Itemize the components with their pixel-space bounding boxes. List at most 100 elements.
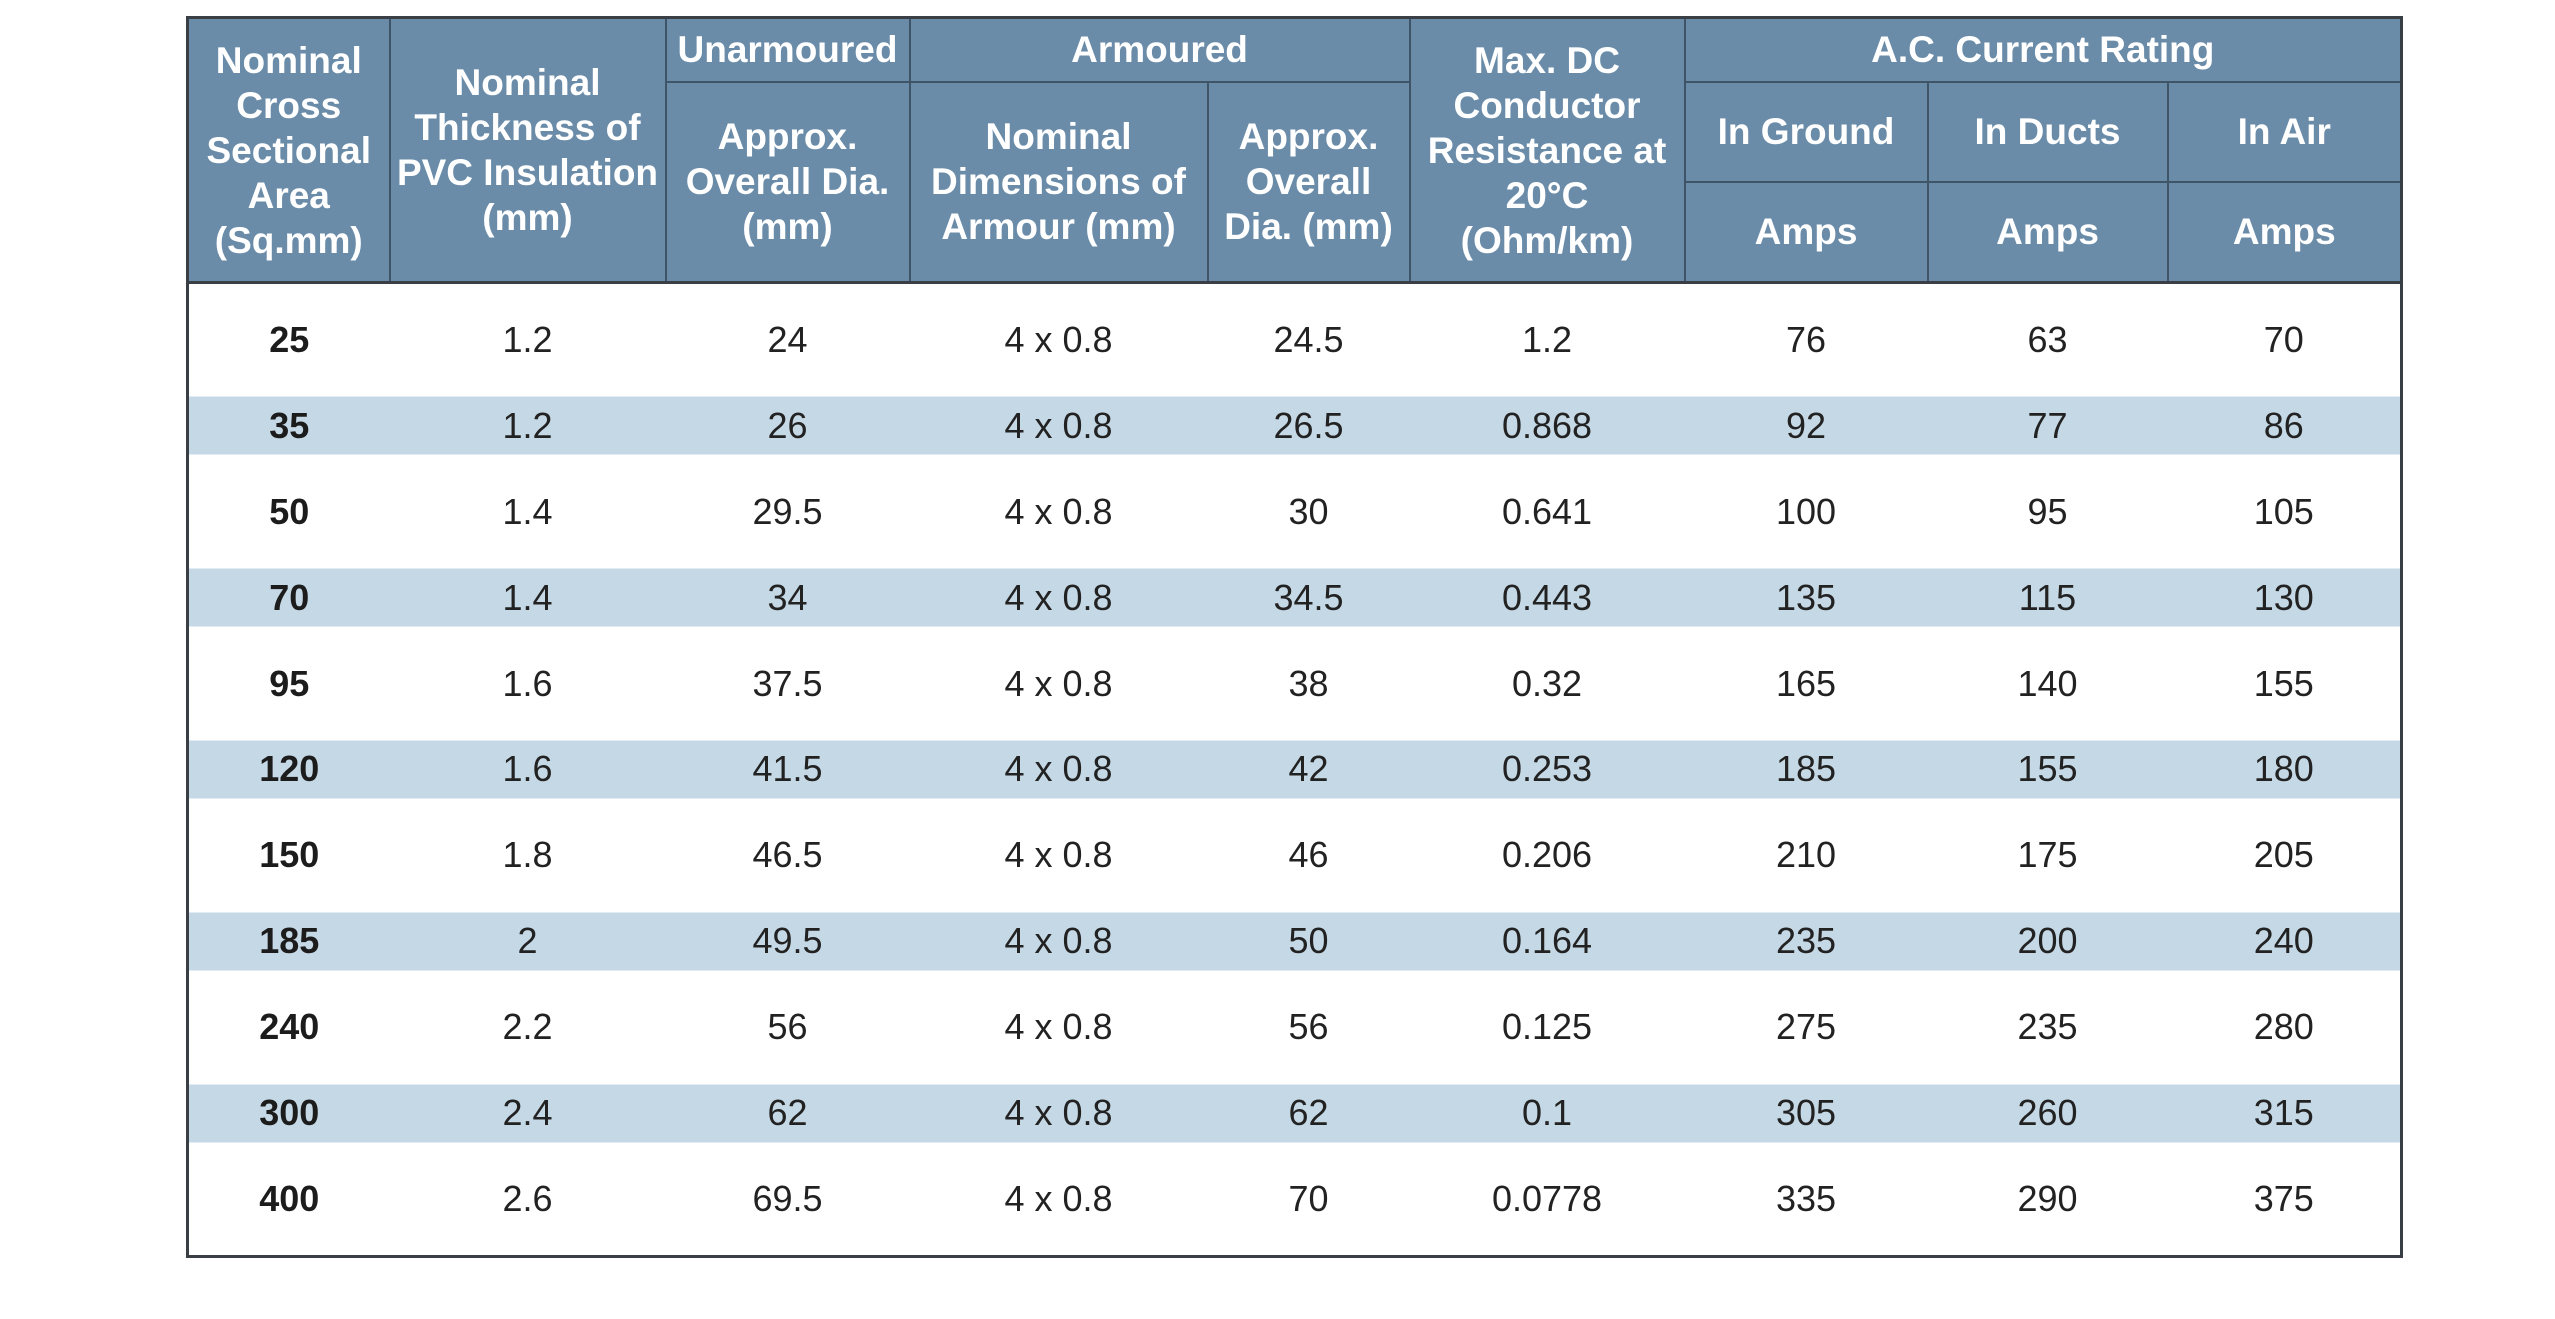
cell-max-dc-resistance: 0.32 [1511, 662, 1583, 704]
cable-specifications-table: Nominal Cross Sectional Area (Sq.mm) Nom… [186, 16, 2404, 1258]
table-row: 150 1.8 46.5 4 x 0.8 46 0.206 210 175 205 [187, 798, 2402, 913]
cell-armoured-dia: 42 [1207, 740, 1410, 799]
cell-max-dc-resistance: 0.1 [1409, 1084, 1685, 1143]
cell-unarmoured-dia: 69.5 [752, 1177, 823, 1219]
table-header: Nominal Cross Sectional Area (Sq.mm) Nom… [186, 16, 2403, 284]
cell-amps-in-ground: 100 [1775, 490, 1837, 532]
cell-armour-dimensions: 4 x 0.8 [909, 1084, 1208, 1143]
cell-armour-dimensions: 4 x 0.8 [909, 568, 1208, 627]
cell-amps-in-ducts: 175 [2017, 834, 2078, 876]
cell-max-dc-resistance: 0.868 [1409, 396, 1685, 455]
cell-amps-in-air: 315 [2167, 1084, 2402, 1143]
cell-pvc-thickness: 2.4 [389, 1084, 666, 1143]
header-unarmoured: Unarmoured [664, 16, 911, 83]
cell-pvc-thickness: 1.8 [502, 834, 553, 876]
cell-armoured-dia: 30 [1288, 490, 1329, 532]
cell-amps-in-ducts: 155 [1927, 740, 2168, 799]
table-row: 35 1.2 26 4 x 0.8 26.5 0.868 92 77 86 [187, 396, 2402, 455]
cell-amps-in-air: 155 [2253, 662, 2314, 704]
table-row: 185 2 49.5 4 x 0.8 50 0.164 235 200 240 [187, 912, 2402, 971]
cell-amps-in-ducts: 290 [2017, 1177, 2078, 1219]
table-row: 240 2.2 56 4 x 0.8 56 0.125 275 235 280 [187, 970, 2402, 1085]
cell-amps-in-ground: 235 [1684, 912, 1928, 971]
cell-max-dc-resistance: 0.125 [1501, 1006, 1593, 1048]
cell-unarmoured-dia: 29.5 [752, 490, 823, 532]
cell-amps-in-ducts: 235 [2017, 1006, 2078, 1048]
table-row: 300 2.4 62 4 x 0.8 62 0.1 305 260 315 [187, 1084, 2402, 1143]
cell-armoured-dia: 50 [1207, 912, 1410, 971]
header-in-air: In Air [2166, 80, 2403, 183]
table-row: 400 2.6 69.5 4 x 0.8 70 0.0778 335 290 375 [187, 1142, 2402, 1257]
cell-pvc-thickness: 1.6 [502, 662, 553, 704]
cell-amps-in-ground: 76 [1684, 280, 1928, 397]
cell-amps-in-ground: 135 [1684, 568, 1928, 627]
cell-cross-section: 25 [187, 280, 390, 397]
cell-armoured-dia: 34.5 [1207, 568, 1410, 627]
cell-amps-in-ground: 92 [1684, 396, 1928, 455]
cell-max-dc-resistance: 0.443 [1409, 568, 1685, 627]
cell-amps-in-air: 375 [2253, 1177, 2314, 1219]
cell-cross-section: 95 [269, 662, 310, 704]
cell-armoured-dia: 56 [1288, 1006, 1329, 1048]
header-armoured-dia: Approx. Overall Dia. (mm) [1206, 80, 1411, 284]
cell-cross-section: 185 [187, 912, 390, 971]
cell-amps-in-ducts: 77 [1927, 396, 2168, 455]
cell-unarmoured-dia: 24 [665, 280, 910, 397]
cell-amps-in-air: 70 [2167, 280, 2402, 397]
table-row: 95 1.6 37.5 4 x 0.8 38 0.32 165 140 155 [187, 626, 2402, 741]
cell-armour-dimensions: 4 x 0.8 [1004, 662, 1113, 704]
cell-armour-dimensions: 4 x 0.8 [909, 396, 1208, 455]
cell-unarmoured-dia: 41.5 [665, 740, 910, 799]
table-row: 25 1.2 24 4 x 0.8 24.5 1.2 76 63 70 [187, 280, 2402, 397]
cell-cross-section: 50 [269, 490, 310, 532]
cell-cross-section: 400 [259, 1177, 320, 1219]
cell-armoured-dia: 62 [1207, 1084, 1410, 1143]
cell-amps-in-ground: 335 [1775, 1177, 1837, 1219]
cell-armoured-dia: 46 [1288, 834, 1329, 876]
cell-pvc-thickness: 2 [389, 912, 666, 971]
cell-cross-section: 120 [187, 740, 390, 799]
cell-amps-in-ducts: 115 [1927, 568, 2168, 627]
cell-armour-dimensions: 4 x 0.8 [909, 740, 1208, 799]
header-armoured: Armoured [908, 16, 1411, 83]
header-in-ducts: In Ducts [1926, 80, 2169, 183]
cell-cross-section: 300 [187, 1084, 390, 1143]
cell-cross-section: 35 [187, 396, 390, 455]
cell-pvc-thickness: 2.6 [502, 1177, 553, 1219]
cell-pvc-thickness: 2.2 [502, 1006, 553, 1048]
header-amps-air: Amps [2166, 180, 2403, 284]
cell-amps-in-air: 280 [2253, 1006, 2314, 1048]
cell-amps-in-air: 180 [2167, 740, 2402, 799]
header-amps-ground: Amps [1683, 180, 1929, 284]
cell-cross-section: 150 [259, 834, 320, 876]
cell-amps-in-ducts: 260 [1927, 1084, 2168, 1143]
cell-amps-in-air: 240 [2167, 912, 2402, 971]
header-ac-current-rating: A.C. Current Rating [1683, 16, 2403, 83]
cell-max-dc-resistance: 0.164 [1409, 912, 1685, 971]
cell-amps-in-air: 105 [2253, 490, 2314, 532]
cell-cross-section: 70 [187, 568, 390, 627]
cell-amps-in-ground: 165 [1775, 662, 1837, 704]
cell-armour-dimensions: 4 x 0.8 [909, 280, 1208, 397]
header-unarmoured-dia: Approx. Overall Dia. (mm) [664, 80, 911, 284]
cell-amps-in-ground: 305 [1684, 1084, 1928, 1143]
cell-armoured-dia: 38 [1288, 662, 1329, 704]
cell-amps-in-ducts: 63 [1927, 280, 2168, 397]
table-body: 25 1.2 24 4 x 0.8 24.5 1.2 76 63 70 35 1.2 26 4 x 0.… [187, 280, 2402, 1257]
cell-amps-in-ground: 275 [1775, 1006, 1837, 1048]
cell-cross-section: 240 [259, 1006, 320, 1048]
cell-amps-in-ground: 210 [1775, 834, 1837, 876]
cell-pvc-thickness: 1.2 [389, 396, 666, 455]
cell-armoured-dia: 24.5 [1207, 280, 1410, 397]
cell-pvc-thickness: 1.4 [389, 568, 666, 627]
cell-armour-dimensions: 4 x 0.8 [1004, 834, 1113, 876]
header-pvc-thickness: Nominal Thickness of PVC Insulation (mm) [388, 16, 667, 284]
cell-pvc-thickness: 1.4 [502, 490, 553, 532]
cell-max-dc-resistance: 0.0778 [1491, 1177, 1603, 1219]
cell-armour-dimensions: 4 x 0.8 [1004, 1177, 1113, 1219]
cell-armoured-dia: 26.5 [1207, 396, 1410, 455]
cell-armour-dimensions: 4 x 0.8 [909, 912, 1208, 971]
cell-amps-in-ducts: 95 [2027, 490, 2068, 532]
cell-max-dc-resistance: 0.253 [1409, 740, 1685, 799]
cell-pvc-thickness: 1.6 [389, 740, 666, 799]
